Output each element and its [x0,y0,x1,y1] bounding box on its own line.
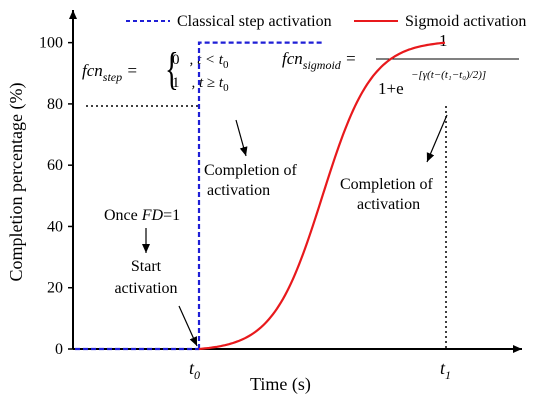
y-ticks: 0 20 40 60 80 100 [39,35,73,358]
annotations: Once FD=1 Start activation Completion of… [104,114,448,347]
x-tick-label-t0: t0 [189,358,200,382]
step-formula-brace: { [165,44,179,94]
legend-label-step: Classical step activation [177,13,332,30]
annotation-start-activation-line2: activation [114,280,177,297]
legend: Classical step activation Sigmoid activa… [126,13,526,30]
annotation-completion-sigmoid-arrow [426,114,448,163]
sigmoid-formula-lhs: fcnsigmoid = [282,49,357,72]
series-sigmoid-line [198,41,446,351]
annotation-completion-step-line1: Completion of [204,162,298,179]
sigmoid-formula-exponent: −[γ(t−(t₁−t₀)/2)] [411,69,486,81]
annotation-completion-step-line2: activation [207,182,270,199]
step-formula: fcnstep = { 0, t < t0 1, t ≥ t0 [82,44,229,94]
x-axis-title: Time (s) [250,374,311,395]
annotation-completion-sigmoid-line2: activation [357,196,420,213]
x-tick-label-t1: t1 [440,358,451,382]
sigmoid-formula: fcnsigmoid = 1 1+e −[γ(t−(t₁−t₀)/2)] [282,31,519,98]
annotation-start-activation-arrow [178,305,198,347]
y-tick-label-20: 20 [47,280,63,297]
y-tick-label-0: 0 [55,341,63,358]
annotation-completion-sigmoid-line1: Completion of [340,176,434,193]
sigmoid-formula-denominator: 1+e [378,79,404,98]
y-tick-label-40: 40 [47,218,63,235]
series-step-line [197,41,322,349]
series-layer [75,41,446,351]
step-formula-case2: 1, t ≥ t0 [172,75,229,94]
annotation-start-activation-line1: Start [131,258,162,275]
legend-label-sigmoid: Sigmoid activation [405,13,526,30]
annotation-completion-step-arrow [235,119,248,157]
annotation-once-fd: Once FD=1 [104,207,180,224]
y-axis-title: Completion percentage (%) [6,83,27,282]
y-tick-label-60: 60 [47,157,63,174]
step-formula-lhs: fcnstep = [82,61,138,84]
sigmoid-formula-numerator: 1 [439,31,448,50]
y-tick-label-80: 80 [47,96,63,113]
y-tick-label-100: 100 [39,35,63,52]
step-formula-case1: 0, t < t0 [172,52,229,71]
